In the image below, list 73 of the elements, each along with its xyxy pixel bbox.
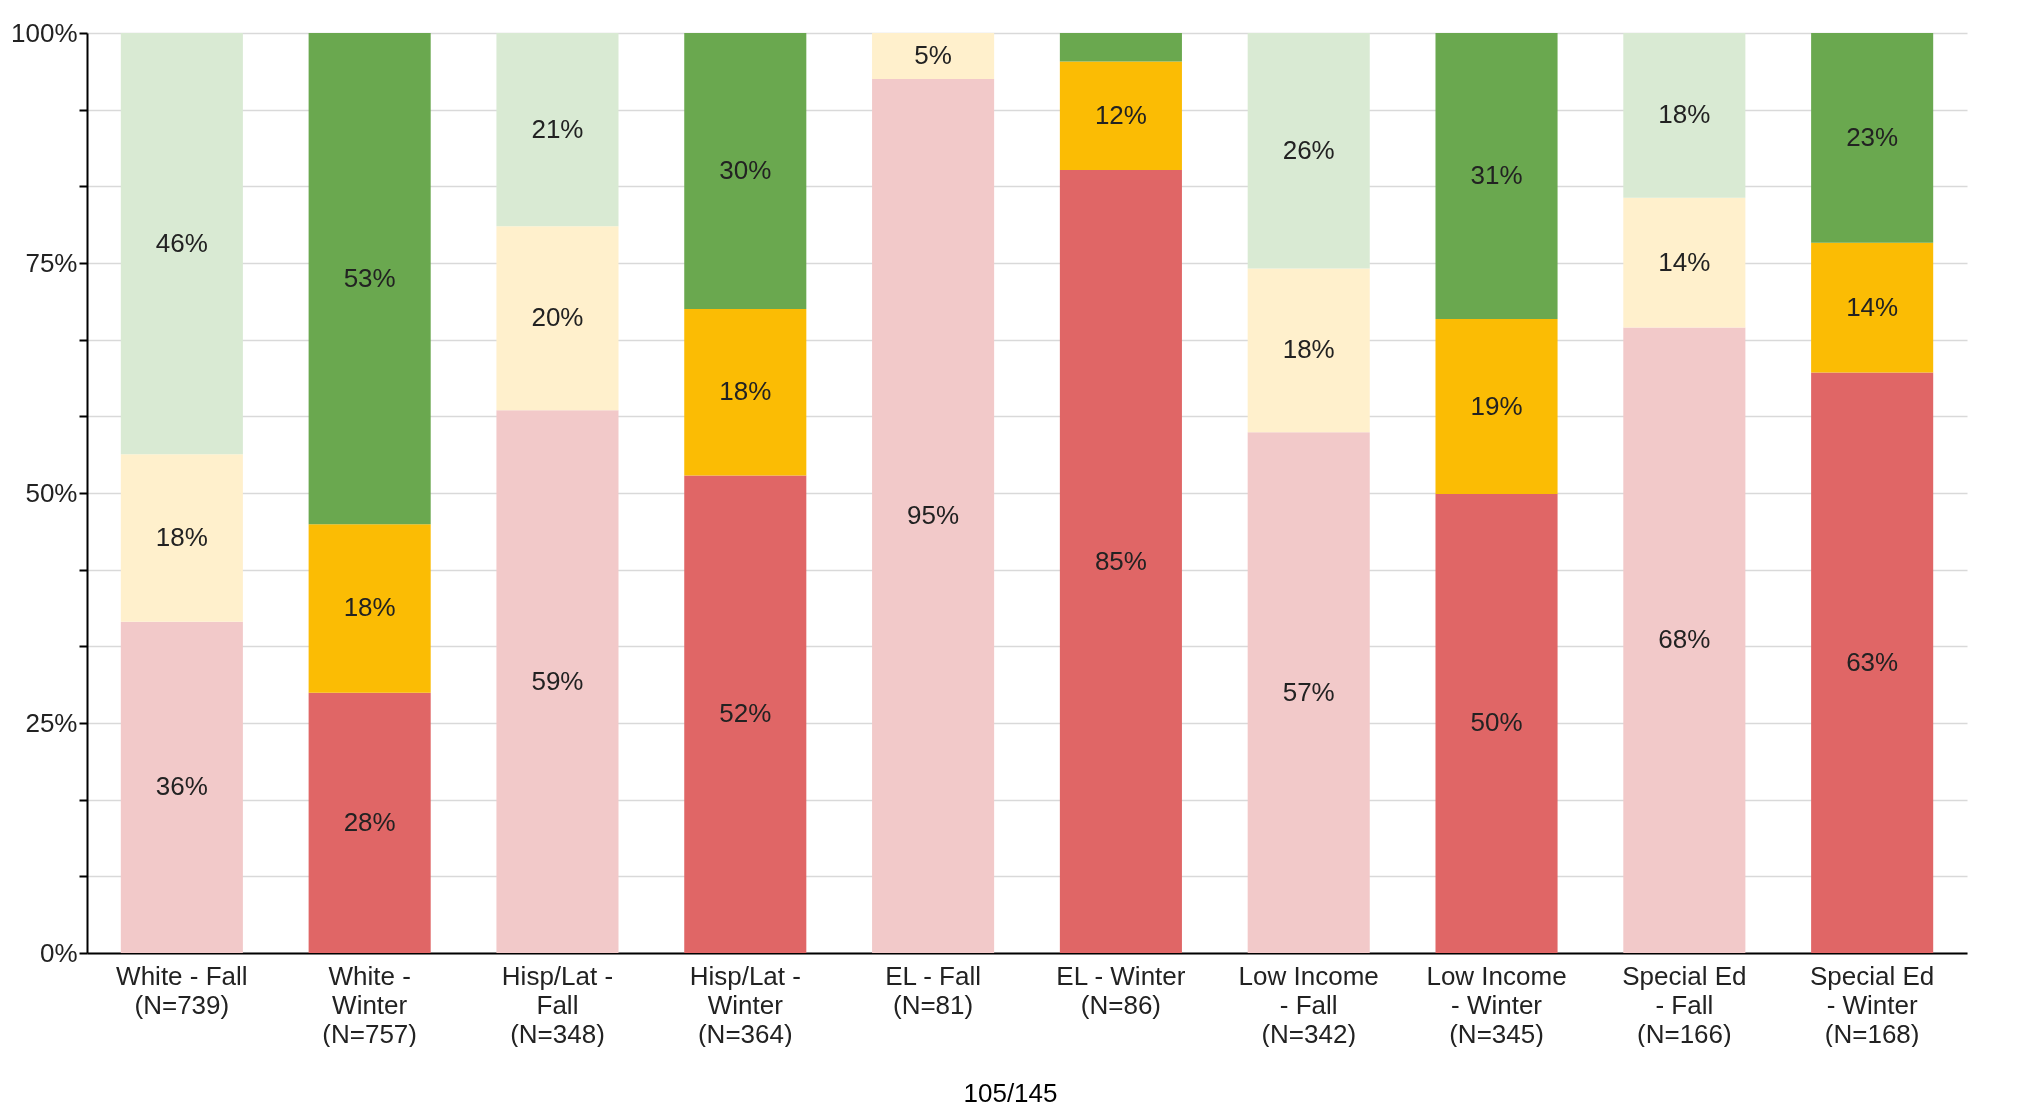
bar [684,309,807,476]
bar [308,692,431,953]
data-label: 26% [1282,134,1335,165]
data-label: 14% [1846,291,1899,322]
text: 105/145 [962,1078,1059,1109]
data-label: 59% [531,665,584,696]
data-label: 18% [343,592,396,623]
x-tick-label: EL - Fall (N=81) [885,960,982,1020]
bar [872,79,995,953]
data-label: 52% [719,698,772,729]
x-tick-label: Low Income - Winter (N=345) [1426,960,1567,1049]
bar [1247,33,1370,269]
data-label: 57% [1282,676,1335,707]
bar [1247,432,1370,953]
bar [872,33,995,79]
data-label: 18% [1658,99,1711,130]
bar [496,33,619,227]
bar [308,33,431,525]
data-label: 53% [343,262,396,293]
x-tick-label: Low Income - Fall (N=342) [1238,960,1379,1049]
data-label: 85% [1094,545,1147,576]
x-tick-label: Hisp/Lat - Winter (N=364) [689,960,801,1049]
data-label: 20% [531,302,584,333]
data-label: 5% [914,40,952,70]
data-label: 31% [1470,160,1523,191]
data-label: 30% [719,155,772,185]
bar [1435,319,1558,494]
data-label: 18% [719,376,772,407]
data-label: 68% [1658,624,1711,655]
data-label: 19% [1470,390,1523,421]
y-tick-label: 0% [39,937,78,968]
bar [1059,170,1182,953]
bar [1059,33,1182,62]
bar [1811,372,1934,953]
bar [1623,327,1746,953]
x-tick-label: Special Ed - Fall (N=166) [1622,960,1747,1049]
bar [120,33,243,455]
x-tick-label: Special Ed - Winter (N=168) [1810,960,1935,1049]
bar [496,410,619,953]
bar [1435,493,1558,953]
bar [1623,197,1746,328]
data-label: 63% [1846,646,1899,677]
data-label: 46% [155,227,208,258]
bar [1247,268,1370,433]
data-label: 21% [531,113,584,144]
data-label: 36% [155,771,208,802]
data-label: 50% [1470,707,1523,738]
data-label: 28% [343,806,396,837]
bar [684,475,807,953]
data-label: 18% [1282,334,1335,365]
x-tick-label: White - Winter (N=757) [322,960,417,1049]
bar [1811,242,1934,373]
data-label: 18% [155,522,208,553]
bar [1059,61,1182,171]
x-tick-label: Hisp/Lat - Fall (N=348) [501,960,614,1049]
x-tick-label: White - Fall (N=739) [116,960,248,1020]
bar [496,226,619,411]
data-label: 12% [1094,99,1147,130]
data-label: 95% [907,500,960,530]
bar [1623,33,1746,198]
bar [120,621,243,953]
data-label: 14% [1658,246,1711,277]
bar [1435,33,1558,320]
bar [684,33,807,309]
y-tick-label: 75% [25,247,78,278]
data-label: 23% [1846,121,1899,152]
y-tick-label: 25% [25,707,78,738]
y-tick-label: 50% [25,477,78,508]
x-tick-label: EL - Winter (N=86) [1056,960,1186,1020]
bar [120,454,243,622]
bar [1811,33,1934,243]
y-tick-label: 100% [11,17,78,48]
bar [308,524,431,693]
